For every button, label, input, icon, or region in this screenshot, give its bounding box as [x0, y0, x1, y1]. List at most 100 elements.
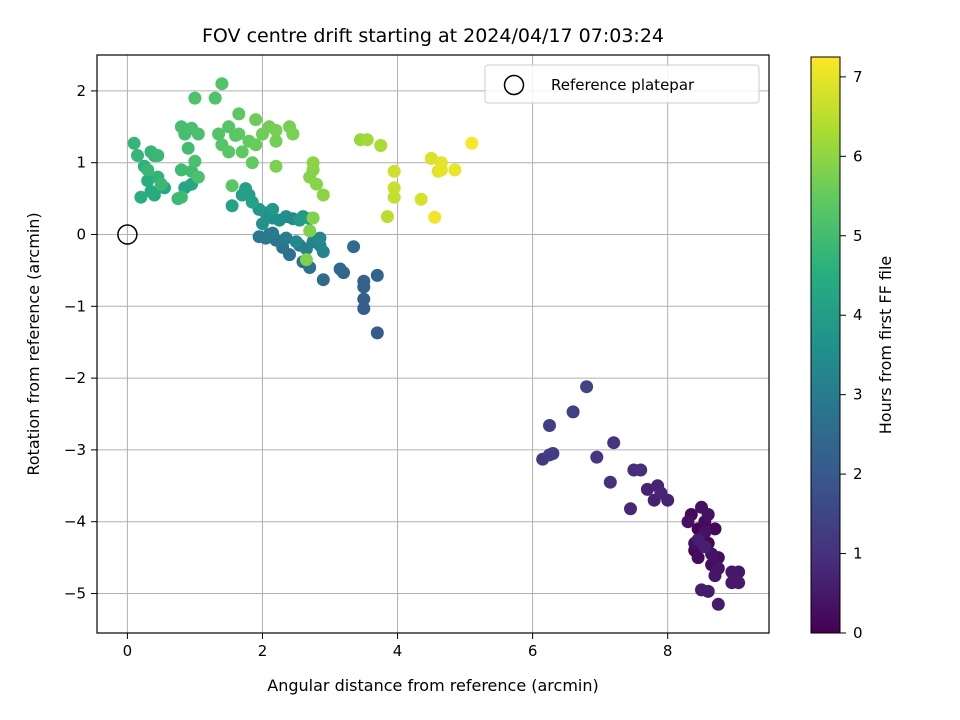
x-axis-ticks: 0 2 4 6 8 — [123, 633, 673, 660]
scatter-point — [191, 170, 205, 184]
scatter-point — [543, 419, 556, 432]
scatter-point — [151, 149, 165, 162]
scatter-point — [249, 138, 263, 152]
scatter-point — [428, 210, 442, 224]
scatter-point — [154, 177, 168, 191]
scatter-point — [711, 597, 725, 611]
scatter-point — [134, 190, 148, 204]
scatter-point — [245, 156, 259, 170]
colorbar-ticks: 0 1 2 3 4 5 6 7 — [840, 68, 863, 642]
colorbar-tick-label: 1 — [853, 545, 863, 563]
scatter-point — [357, 274, 371, 288]
scatter-point — [232, 127, 246, 141]
scatter-point — [580, 380, 594, 394]
scatter-point — [293, 213, 307, 227]
scatter-point — [141, 163, 155, 177]
x-tick-label: 6 — [528, 642, 538, 660]
scatter-point — [239, 182, 253, 196]
scatter-point — [701, 508, 715, 521]
scatter-point — [225, 179, 239, 193]
x-tick-label: 2 — [258, 642, 268, 660]
scatter-point — [188, 91, 202, 105]
scatter-point — [316, 273, 330, 287]
scatter-point — [269, 159, 283, 173]
x-tick-label: 8 — [663, 642, 673, 660]
scatter-point — [266, 226, 280, 240]
colorbar-tick-label: 2 — [853, 465, 863, 483]
scatter-point — [131, 149, 144, 162]
reference-marker — [117, 224, 138, 245]
scatter-point — [208, 91, 222, 105]
scatter-point — [256, 217, 269, 231]
scatter-point — [370, 268, 384, 282]
y-tick-label: 2 — [76, 82, 86, 100]
scatter-point — [566, 405, 580, 419]
scatter-point — [235, 145, 249, 159]
scatter-point — [269, 134, 283, 148]
scatter-point — [654, 486, 668, 500]
scatter-point — [310, 177, 323, 191]
data-points — [127, 77, 746, 611]
scatter-point — [299, 253, 313, 267]
legend: Reference platepar — [484, 64, 760, 104]
grid-lines — [97, 55, 769, 633]
scatter-point — [306, 211, 320, 225]
scatter-point — [306, 156, 320, 170]
y-tick-label: −4 — [64, 513, 86, 531]
x-axis-label: Angular distance from reference (arcmin) — [267, 676, 598, 695]
scatter-point — [222, 145, 236, 159]
colorbar-tick-label: 0 — [853, 624, 863, 642]
scatter-point — [370, 326, 384, 340]
scatter-point — [188, 154, 202, 168]
scatter-point — [357, 302, 371, 315]
x-tick-label: 0 — [123, 642, 133, 660]
scatter-point — [624, 502, 637, 516]
scatter-point — [465, 136, 479, 150]
legend-marker-icon — [503, 74, 525, 96]
scatter-point — [708, 522, 722, 536]
scatter-point — [732, 576, 746, 590]
colorbar: 0 1 2 3 4 5 6 7 Hours from first FF file — [810, 56, 895, 642]
scatter-point — [245, 195, 259, 209]
scatter-point — [347, 240, 361, 254]
scatter-point — [174, 120, 188, 134]
colorbar-tick-label: 6 — [853, 147, 863, 165]
y-tick-label: 0 — [76, 226, 86, 244]
scatter-point — [225, 199, 239, 213]
scatter-point — [333, 262, 347, 276]
scatter-point — [691, 551, 705, 565]
scatter-point — [144, 184, 158, 198]
scatter-point — [698, 540, 712, 554]
scatter-point — [269, 123, 283, 137]
scatter-point — [380, 210, 394, 224]
plot-frame — [96, 54, 770, 634]
legend-entry: Reference platepar — [551, 76, 695, 94]
scatter-point — [448, 163, 462, 177]
x-tick-label: 4 — [393, 642, 403, 660]
scatter-point — [313, 231, 327, 245]
colorbar-tick-label: 3 — [853, 386, 863, 404]
y-tick-label: −1 — [64, 297, 86, 315]
scatter-point — [387, 164, 401, 178]
scatter-point — [681, 515, 695, 529]
scatter-point — [634, 463, 648, 477]
scatter-point — [434, 163, 448, 177]
colorbar-tick-label: 4 — [853, 306, 863, 324]
colorbar-label: Hours from first FF file — [876, 256, 895, 435]
scatter-point — [279, 231, 293, 245]
y-tick-label: −5 — [64, 585, 86, 603]
scatter-point — [289, 235, 303, 249]
scatter-point — [212, 127, 226, 141]
scatter-point — [181, 141, 195, 155]
scatter-point — [316, 245, 330, 259]
scatter-point — [732, 565, 746, 579]
scatter-point — [191, 127, 205, 141]
scatter-point — [215, 77, 229, 91]
scatter-point — [360, 133, 374, 147]
y-axis-label: Rotation from reference (arcmin) — [24, 212, 43, 475]
scatter-point — [249, 113, 263, 127]
scatter-point — [701, 584, 715, 598]
colorbar-tick-label: 5 — [853, 227, 863, 245]
colorbar-gradient — [810, 56, 841, 634]
scatter-point — [316, 188, 330, 202]
